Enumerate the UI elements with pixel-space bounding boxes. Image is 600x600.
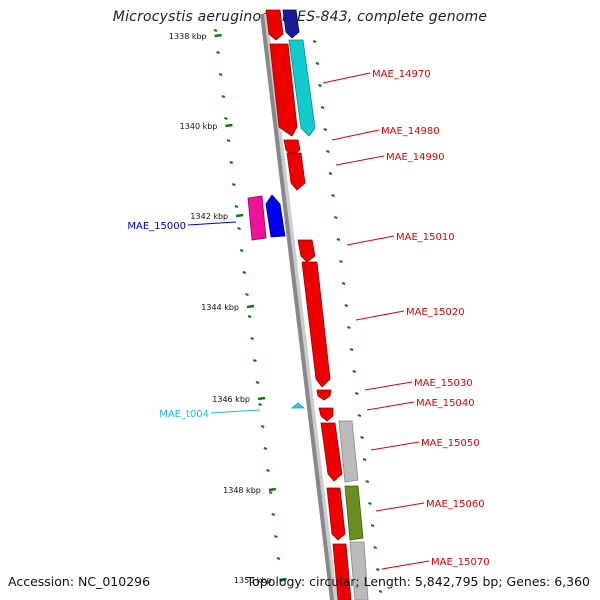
gene-leader-line bbox=[375, 502, 425, 512]
kbp-tick-label: 1338 kbp bbox=[169, 32, 207, 41]
gene-label[interactable]: MAE_15070 bbox=[431, 557, 490, 568]
gene-leader-line bbox=[187, 221, 237, 226]
gene-label[interactable]: MAE_15000 bbox=[127, 221, 186, 232]
gene-leader-line bbox=[346, 235, 395, 246]
gene-mae-14970[interactable] bbox=[269, 39, 316, 137]
gene-label[interactable]: MAE_t004 bbox=[159, 409, 209, 420]
kbp-tick-label: 1350 kbp bbox=[234, 576, 272, 585]
gene-leader-line bbox=[322, 72, 371, 84]
gene-label[interactable]: MAE_15050 bbox=[421, 438, 480, 449]
gene-leader-line bbox=[335, 155, 385, 166]
gene-mae-15020[interactable] bbox=[301, 261, 331, 388]
kbp-tick-label: 1342 kbp bbox=[190, 212, 228, 221]
gene-mae-15030[interactable] bbox=[316, 389, 332, 401]
kbp-tick-mark bbox=[246, 304, 255, 309]
kbp-ticks: 1338 kbp 1340 kbp 1342 kbp 1344 kbp 1346 kbp… bbox=[169, 32, 287, 585]
gene-label[interactable]: MAE_15060 bbox=[426, 499, 485, 510]
gene-mae-15000[interactable] bbox=[247, 194, 286, 241]
gene-label[interactable]: MAE_14990 bbox=[386, 152, 445, 163]
accession-text: Accession: NC_010296 bbox=[8, 574, 151, 589]
kbp-tick-mark bbox=[279, 577, 287, 582]
gene-mae-15050[interactable] bbox=[320, 420, 359, 483]
gene-mae-top[interactable] bbox=[265, 9, 300, 41]
kbp-tick-mark bbox=[225, 123, 233, 128]
gene-leader-line bbox=[366, 401, 415, 411]
map-title: Microcystis aeruginosa NIES-843, complet… bbox=[112, 9, 488, 25]
backbone bbox=[260, 13, 334, 600]
gene-label[interactable]: MAE_15010 bbox=[396, 232, 455, 243]
gene-leader-line bbox=[355, 310, 405, 321]
gene-label[interactable]: MAE_15030 bbox=[414, 378, 473, 389]
gene-leaders bbox=[187, 72, 430, 570]
kbp-tick-mark bbox=[257, 396, 266, 401]
gene-leader-line bbox=[331, 129, 380, 141]
gene-mae-15040[interactable] bbox=[318, 407, 334, 422]
gene-label[interactable]: MAE_14970 bbox=[372, 69, 431, 80]
kbp-tick-label: 1340 kbp bbox=[180, 122, 218, 131]
kbp-tick-mark bbox=[235, 213, 244, 218]
gene-leader-line bbox=[364, 381, 413, 391]
gene-mae-14990[interactable] bbox=[286, 152, 306, 191]
genome-summary-text: Topology: circular; Length: 5,842,795 bp… bbox=[246, 574, 590, 589]
gene-mae-15070[interactable] bbox=[332, 541, 369, 600]
gene-mae-15010[interactable] bbox=[297, 239, 316, 263]
gene-mae-15060[interactable] bbox=[326, 485, 364, 541]
gene-labels: MAE_14970 MAE_14980 MAE_14990 MAE_15000 MAE_… bbox=[127, 69, 489, 568]
gene-leader-line bbox=[370, 441, 420, 451]
gene-label[interactable]: MAE_15040 bbox=[416, 398, 475, 409]
gene-label[interactable]: MAE_15020 bbox=[406, 307, 465, 318]
gene-leader-line bbox=[381, 560, 430, 570]
dotted-tracks bbox=[213, 29, 383, 593]
kbp-tick-mark bbox=[268, 487, 277, 492]
kbp-tick-mark bbox=[214, 33, 222, 38]
gene-leader-line bbox=[210, 409, 261, 414]
gene-label[interactable]: MAE_14980 bbox=[381, 126, 440, 137]
kbp-tick-label: 1348 kbp bbox=[223, 486, 261, 495]
kbp-tick-label: 1346 kbp bbox=[212, 395, 250, 404]
gene-mae-t004[interactable] bbox=[290, 402, 306, 409]
kbp-tick-label: 1344 kbp bbox=[201, 303, 239, 312]
